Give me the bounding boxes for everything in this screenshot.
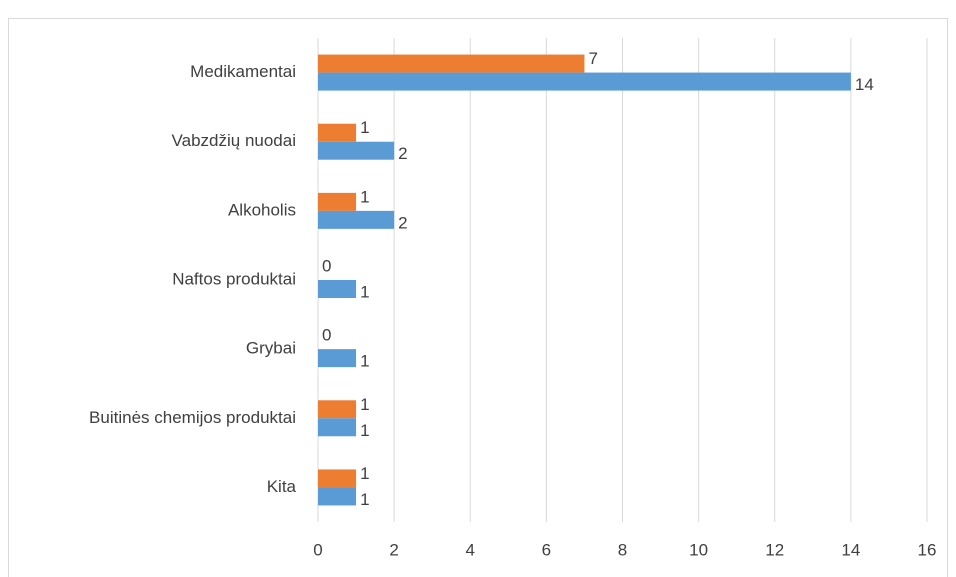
x-tick-label: 16 bbox=[918, 540, 937, 559]
bar bbox=[318, 469, 357, 488]
bar bbox=[318, 210, 395, 229]
x-tick-label: 4 bbox=[466, 540, 475, 559]
bar bbox=[318, 400, 357, 419]
data-label: 1 bbox=[360, 490, 369, 509]
x-tick-label: 12 bbox=[765, 540, 784, 559]
data-label: 0 bbox=[322, 256, 331, 275]
bar bbox=[318, 192, 357, 211]
data-label: 1 bbox=[360, 464, 369, 483]
data-label: 7 bbox=[588, 49, 597, 68]
chart-border bbox=[8, 18, 948, 577]
y-tick-label: Medikamentai bbox=[190, 62, 296, 81]
data-label: 1 bbox=[360, 118, 369, 137]
bar bbox=[318, 141, 395, 160]
x-tick-label: 8 bbox=[618, 540, 627, 559]
data-label: 1 bbox=[360, 352, 369, 371]
bar bbox=[318, 280, 357, 298]
data-label: 2 bbox=[398, 144, 407, 163]
data-label: 1 bbox=[360, 395, 369, 414]
bar bbox=[318, 418, 357, 437]
y-tick-label: Vabzdžių nuodai bbox=[172, 131, 296, 150]
data-label: 0 bbox=[322, 326, 331, 345]
bar bbox=[318, 123, 357, 142]
y-tick-label: Alkoholis bbox=[228, 200, 296, 219]
data-label: 1 bbox=[360, 187, 369, 206]
x-tick-label: 2 bbox=[389, 540, 398, 559]
bar bbox=[318, 487, 357, 506]
data-label: 14 bbox=[855, 75, 874, 94]
y-tick-label: Buitinės chemijos produktai bbox=[89, 408, 296, 427]
x-tick-label: 0 bbox=[313, 540, 322, 559]
x-tick-label: 10 bbox=[689, 540, 708, 559]
data-label: 1 bbox=[360, 421, 369, 440]
bar bbox=[318, 72, 851, 91]
bar bbox=[318, 349, 357, 368]
x-tick-label: 6 bbox=[542, 540, 551, 559]
data-label: 2 bbox=[398, 213, 407, 232]
y-tick-label: Kita bbox=[267, 477, 297, 496]
x-tick-label: 14 bbox=[841, 540, 860, 559]
y-tick-label: Naftos produktai bbox=[172, 269, 296, 288]
data-label: 1 bbox=[360, 282, 369, 301]
bar bbox=[318, 54, 585, 73]
y-tick-label: Grybai bbox=[246, 339, 296, 358]
